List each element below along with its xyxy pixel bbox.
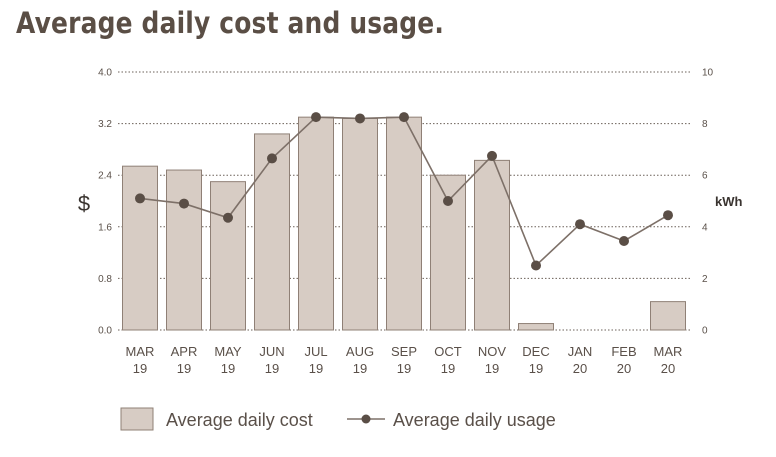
x-tick-label: JUN 19 [259,344,284,376]
left-axis-label: $ [78,191,90,216]
right-tick-label: 0 [702,326,708,337]
x-tick-label: SEP 19 [391,344,417,376]
bars [122,116,686,331]
x-tick-label: JAN 20 [568,344,593,376]
usage-point [179,198,189,209]
usage-point [223,212,233,223]
usage-point [575,219,585,230]
left-tick-label: 2.4 [98,171,112,182]
right-tick-label: 2 [702,274,708,285]
x-axis-labels: MAR 19 APR 19 MAY 19 JUN 19 JUL 19 AUG 19 SEP 19 OCT 19… [126,344,683,376]
legend-label-usage: Average daily usage [393,410,556,430]
cost-bar [166,169,202,331]
x-tick-label: MAY 19 [214,344,242,376]
cost-bar [650,301,686,331]
x-tick-label: FEB 20 [611,344,636,376]
cost-bar [518,323,554,331]
usage-line [135,112,673,271]
legend-label-cost: Average daily cost [166,410,313,430]
x-tick-label: MAR 20 [654,344,683,376]
left-tick-label: 0.8 [98,274,112,285]
cost-bar [298,116,334,331]
usage-point [399,112,409,123]
cost-bar [210,181,246,331]
right-tick-label: 8 [702,119,708,130]
usage-point [311,112,321,123]
right-tick-label: 4 [702,222,708,233]
right-tick-label: 6 [702,171,708,182]
left-tick-label: 1.6 [98,222,112,233]
left-tick-label: 0.0 [98,326,112,337]
cost-bar [122,165,158,331]
x-tick-label: JUL 19 [304,344,327,376]
right-tick-label: 10 [702,68,714,79]
usage-point [267,153,277,164]
x-tick-label: MAR 19 [126,344,155,376]
legend-bar-swatch [120,407,154,431]
usage-point [663,210,673,221]
usage-point [531,260,541,271]
x-tick-label: NOV 19 [478,344,507,376]
legend-line-marker [361,414,371,424]
usage-point [487,150,497,161]
usage-point [135,193,145,204]
left-tick-label: 4.0 [98,68,112,79]
cost-bar [342,117,378,331]
x-tick-label: DEC 19 [522,344,549,376]
cost-bar [386,116,422,331]
x-tick-label: OCT 19 [434,344,462,376]
x-tick-label: APR 19 [171,344,198,376]
x-tick-label: AUG 19 [346,344,374,376]
left-tick-label: 3.2 [98,119,112,130]
usage-point [355,113,365,124]
right-axis-label: kWh [715,194,743,209]
cost-bar [254,133,290,331]
usage-point [443,196,453,206]
usage-point [619,235,629,246]
chart-title: Average daily cost and usage. [16,6,445,40]
right-axis-ticks: 0 2 4 6 8 10 [702,68,714,337]
left-axis-ticks: 0.0 0.8 1.6 2.4 3.2 4.0 [98,68,112,337]
legend: Average daily cost Average daily usage [120,407,556,431]
